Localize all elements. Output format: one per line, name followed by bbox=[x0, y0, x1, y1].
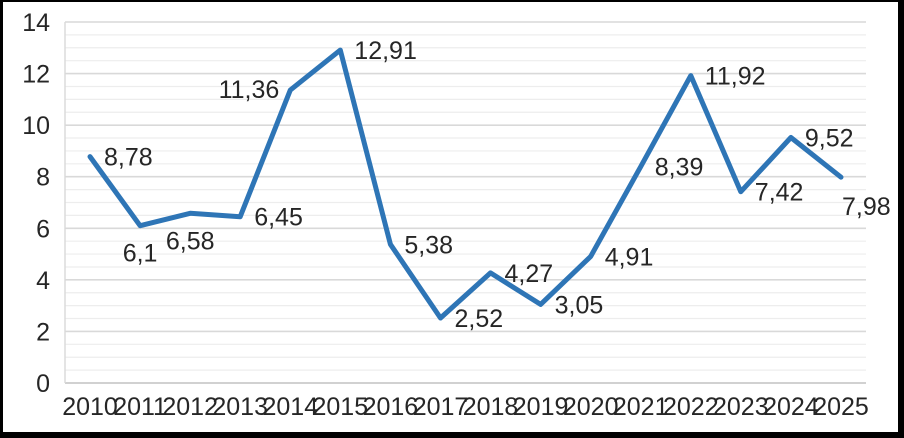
x-axis-category-label: 2022 bbox=[663, 393, 719, 421]
data-point-label: 12,91 bbox=[354, 37, 417, 65]
data-point-label: 4,91 bbox=[605, 243, 654, 271]
x-axis-category-label: 2016 bbox=[363, 393, 419, 421]
x-axis-category-label: 2019 bbox=[513, 393, 569, 421]
x-axis-category-label: 2012 bbox=[162, 393, 218, 421]
y-axis-tick-label: 6 bbox=[36, 215, 50, 243]
x-axis-category-label: 2013 bbox=[212, 393, 268, 421]
data-point-label: 11,92 bbox=[705, 63, 766, 91]
data-point-label: 8,39 bbox=[655, 154, 704, 182]
x-axis-category-label: 2020 bbox=[563, 393, 619, 421]
y-axis-tick-label: 14 bbox=[22, 9, 50, 37]
data-point-label: 6,45 bbox=[254, 204, 303, 232]
y-axis-tick-label: 2 bbox=[36, 318, 50, 346]
data-point-label: 3,05 bbox=[555, 291, 604, 319]
x-axis-category-label: 2015 bbox=[312, 393, 368, 421]
x-axis-category-label: 2011 bbox=[113, 393, 167, 421]
data-point-label: 2,52 bbox=[455, 305, 504, 333]
data-point-label: 11,36 bbox=[219, 76, 280, 104]
x-axis-category-label: 2021 bbox=[613, 393, 669, 421]
x-axis-category-label: 2025 bbox=[813, 393, 869, 421]
data-point-label: 6,1 bbox=[123, 240, 158, 268]
data-point-label: 4,27 bbox=[505, 260, 554, 288]
x-axis-category-label: 2023 bbox=[713, 393, 769, 421]
x-axis-category-label: 2024 bbox=[763, 393, 819, 421]
x-axis-category-label: 2018 bbox=[463, 393, 519, 421]
y-axis-tick-label: 8 bbox=[36, 164, 50, 192]
y-axis-tick-label: 12 bbox=[22, 61, 50, 89]
y-axis-tick-label: 10 bbox=[22, 112, 50, 140]
data-point-label: 8,78 bbox=[104, 144, 153, 172]
data-point-label: 9,52 bbox=[805, 125, 854, 153]
y-axis-tick-label: 4 bbox=[36, 267, 50, 295]
data-point-label: 7,98 bbox=[842, 193, 891, 221]
data-point-label: 7,42 bbox=[755, 179, 804, 207]
y-axis-tick-label: 0 bbox=[36, 370, 50, 398]
data-point-label: 6,58 bbox=[166, 227, 215, 255]
series-line bbox=[87, 47, 844, 321]
x-axis-category-label: 2014 bbox=[262, 393, 318, 421]
x-axis-category-label: 2017 bbox=[413, 393, 469, 421]
x-axis-category-label: 2010 bbox=[62, 393, 118, 421]
data-point-label: 5,38 bbox=[404, 231, 453, 259]
